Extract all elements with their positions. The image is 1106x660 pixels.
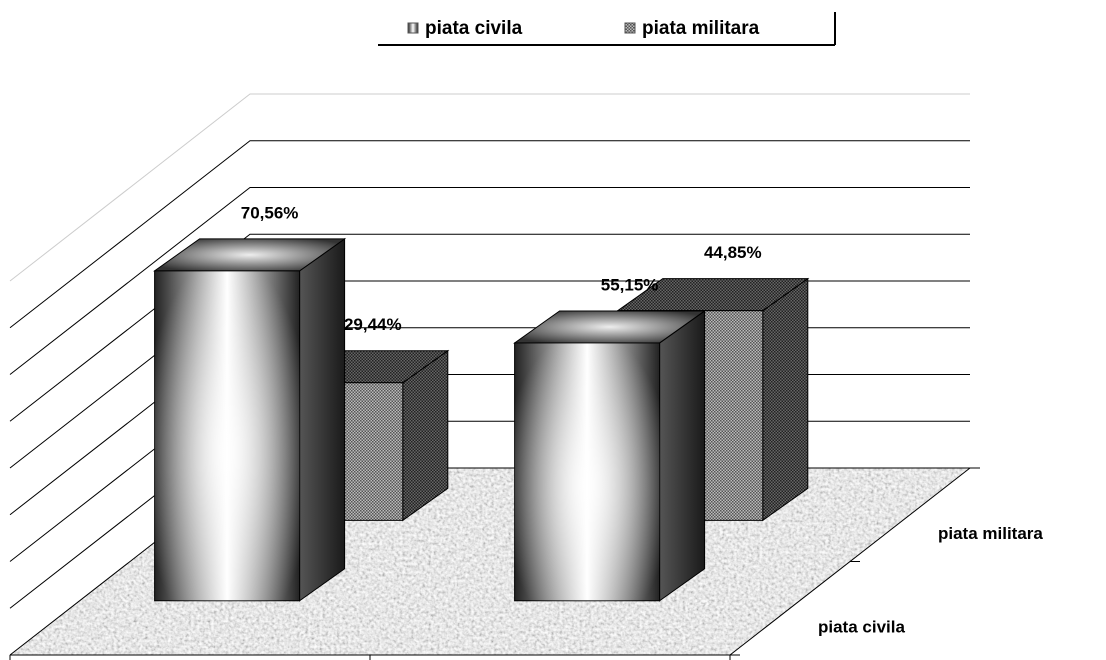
bar: [153, 237, 347, 602]
bar-side: [659, 309, 706, 602]
value-label: 29,44%: [344, 315, 402, 334]
depth-label: piata civila: [818, 618, 905, 637]
grid-line: [9, 140, 970, 329]
legend-label: piata militara: [642, 18, 760, 39]
bar-side: [762, 277, 809, 522]
grid-line: [9, 233, 970, 422]
bar: [513, 309, 707, 602]
depth-label: piata militara: [938, 524, 1043, 543]
bar-side: [299, 237, 346, 602]
legend-marker: [407, 22, 419, 34]
grid-line: [9, 187, 970, 375]
bar-glow: [154, 270, 300, 601]
value-label: 55,15%: [601, 275, 659, 294]
grid-line: [9, 93, 970, 282]
value-label: 70,56%: [241, 203, 299, 222]
bar-glow: [514, 342, 660, 601]
legend-marker: [624, 22, 636, 34]
value-label: 44,85%: [704, 243, 762, 262]
legend-label: piata civila: [425, 18, 523, 39]
